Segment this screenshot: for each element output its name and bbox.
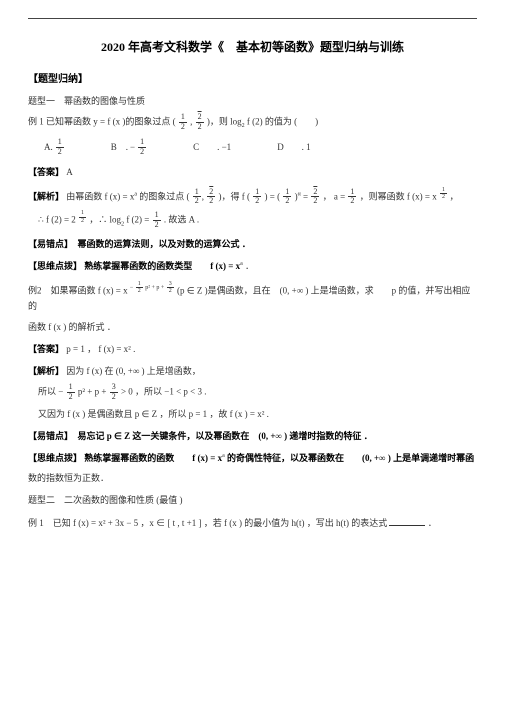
frac-1-2-b: 12: [138, 138, 146, 157]
answer-2-label: 【答案】: [28, 344, 64, 354]
jx1-f: =: [303, 191, 310, 201]
ex3-text: 例 1 已知 f (x) = x² + 3x − 5 ，x ∈ [ t , t …: [28, 518, 387, 528]
mistake-2: 【易错点】 易忘记 p ∈ Z 这一关键条件，以及幂函数在 (0, +∞ ) 递…: [28, 428, 477, 444]
frac-1-2-a: 12: [56, 138, 64, 157]
jx2b-a: 所以 −: [38, 386, 66, 396]
example-2: 例2 如果幂函数 f (x) = x − 12 p² + p + 32 (p ∈…: [28, 281, 477, 315]
hint-1-tail: ．: [245, 261, 254, 271]
sub-2: 2: [242, 123, 245, 129]
hint-1-text: 【思维点拨】 熟练掌握幂函数的函数类型 f (x) = x: [28, 261, 240, 271]
answer-1: 【答案】 A: [28, 164, 477, 180]
analysis-2-label: 【解析】: [28, 366, 64, 376]
mistake-2-text: 【易错点】 易忘记 p ∈ Z 这一关键条件，以及幂函数在 (0, +∞ ) 递…: [28, 431, 373, 441]
hint-2b: 的奇偶性特征，以及幂函数在 (0, +∞ ) 上是单调递增时幂函: [227, 453, 474, 463]
ex1-text-a: 例 1 已知幂函数 y = f (x )的图象过点 (: [28, 116, 178, 126]
hint-2c: 数的指数恒为正数．: [28, 470, 477, 486]
sup-a: a: [134, 191, 137, 197]
ex3-dot: ．: [428, 518, 437, 528]
jx2-a: 因为 f (x) 在 (0, +∞ ) 上是增函数，: [66, 366, 200, 376]
jx1-i: ，: [449, 191, 458, 201]
analysis-1: 【解析】 由幂函数 f (x) = xa 的图象过点 ( 12, 22 )，得 …: [28, 187, 477, 207]
jx1l2-b: ，∴ log: [89, 215, 121, 225]
choice-b-label: B .: [111, 139, 128, 155]
frac: 12: [153, 211, 161, 230]
hint-2a: 【思维点拨】 熟练掌握幂函数的函数 f (x) = x: [28, 453, 222, 463]
sub2: 2: [121, 221, 124, 227]
frac: 32: [110, 383, 118, 402]
sup-a2: a: [240, 261, 243, 267]
analysis-2: 【解析】 因为 f (x) 在 (0, +∞ ) 上是增函数，: [28, 363, 477, 379]
frac: 12: [283, 188, 291, 207]
mistake-1-text: 【易错点】 幂函数的运算法则，以及对数的运算公式 ．: [28, 239, 251, 249]
page-title: 2020 年高考文科数学《 基本初等函数》题型归纳与训练: [28, 37, 477, 59]
choice-b: B . − 12: [111, 138, 147, 157]
sup-alpha: α: [298, 191, 301, 197]
jx1-d: ) = (: [265, 191, 283, 201]
jx1l2-a: ∴ f (2) = 2: [38, 215, 76, 225]
choice-a-label: A.: [44, 139, 53, 155]
ex1-text-c: f (2) 的值为 ( ): [247, 116, 318, 126]
example-1: 例 1 已知幂函数 y = f (x )的图象过点 ( 12 , 22 )，则 …: [28, 113, 477, 132]
sup-half-2: 12: [78, 215, 87, 221]
frac: 22: [311, 188, 319, 207]
frac: 12: [253, 188, 261, 207]
answer-2: 【答案】 p = 1 ， f (x) = x² .: [28, 341, 477, 357]
jx2b-c: > 0 ，所以 −1 < p < 3 .: [121, 386, 207, 396]
frac-1-2: 12: [179, 113, 187, 132]
jx1-h: ，则幂函数 f (x) = x: [360, 191, 437, 201]
blank-fill: [389, 516, 425, 526]
mistake-1: 【易错点】 幂函数的运算法则，以及对数的运算公式 ．: [28, 236, 477, 252]
ex1-text-b: )，则 log: [207, 116, 242, 126]
answer-1-label: 【答案】: [28, 167, 64, 177]
analysis-1-line2: ∴ f (2) = 2 12 ，∴ log2 f (2) = 12 . 故选 A…: [38, 210, 477, 230]
type-2-heading: 题型二 二次函数的图像和性质 (最值 ): [28, 492, 477, 508]
analysis-2b: 所以 − 12 p² + p + 32 > 0 ，所以 −1 < p < 3 .: [38, 383, 477, 402]
example-2b: 函数 f (x ) 的解析式 ．: [28, 319, 477, 335]
analysis-1-label: 【解析】: [28, 191, 64, 201]
sup-half: 12: [439, 191, 450, 197]
frac: 12: [67, 383, 75, 402]
jx1-g: ， a =: [323, 191, 348, 201]
choice-d: D . 1: [277, 139, 311, 155]
ex2-exp: − 12 p² + p + 32: [130, 285, 175, 291]
jx1l2-c: f (2) =: [126, 215, 151, 225]
comma: ,: [190, 116, 195, 126]
analysis-2c: 又因为 f (x ) 是偶函数且 p ∈ Z ，所以 p = 1 ，故 f (x…: [38, 406, 477, 422]
frac: 12: [348, 188, 356, 207]
frac: 12: [193, 188, 201, 207]
choice-a: A. 12: [44, 138, 65, 157]
ex2-a: 例2 如果幂函数 f (x) = x: [28, 285, 128, 295]
answer-1-value: A: [66, 167, 73, 177]
jx1-b: 的图象过点 (: [139, 191, 192, 201]
example-3: 例 1 已知 f (x) = x² + 3x − 5 ，x ∈ [ t , t …: [28, 515, 477, 531]
frac-rt2-2: 22: [196, 113, 204, 132]
sup-a3: a: [222, 453, 225, 459]
choice-c: C . −1: [193, 139, 231, 155]
frac: 22: [207, 188, 215, 207]
hint-1: 【思维点拨】 熟练掌握幂函数的函数类型 f (x) = xa ．: [28, 258, 477, 274]
type-1-heading: 题型一 幂函数的图像与性质: [28, 93, 477, 109]
minus: −: [130, 139, 135, 155]
answer-2-value: p = 1 ， f (x) = x² .: [66, 344, 135, 354]
jx1-c: )，得 f (: [219, 191, 253, 201]
hint-2: 【思维点拨】 熟练掌握幂函数的函数 f (x) = xa 的奇偶性特征，以及幂函…: [28, 450, 477, 466]
section-heading: 【题型归纳】: [28, 71, 477, 89]
jx2b-b: p² + p +: [78, 386, 109, 396]
jx1l2-d: . 故选 A .: [164, 215, 199, 225]
jx1-a: 由幂函数 f (x) = x: [66, 191, 134, 201]
choice-row: A. 12 B . − 12 C . −1 D . 1: [44, 138, 477, 157]
